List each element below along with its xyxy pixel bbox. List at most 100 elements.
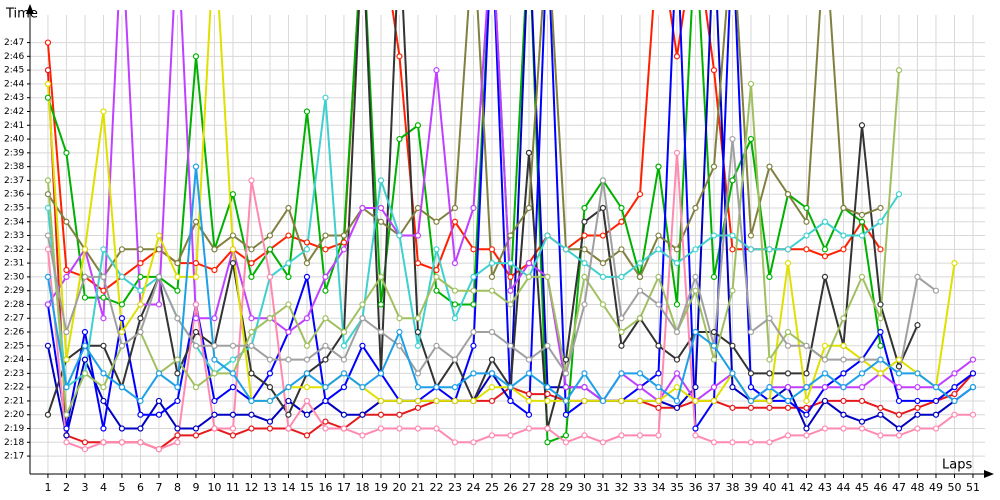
point	[396, 232, 403, 239]
point	[692, 425, 699, 432]
x-tick-label: 42	[799, 481, 813, 494]
point	[562, 370, 570, 377]
point	[285, 356, 292, 363]
point	[581, 432, 588, 439]
point	[248, 315, 255, 322]
point	[895, 432, 903, 439]
point	[100, 246, 107, 253]
point	[581, 301, 588, 308]
y-tick-label: 2:22	[4, 383, 24, 393]
point	[858, 211, 866, 218]
point	[895, 384, 903, 391]
point	[821, 246, 829, 253]
point	[285, 411, 292, 418]
point	[858, 418, 866, 425]
x-tick-label: 7	[155, 481, 162, 494]
y-tick-label: 2:27	[4, 314, 24, 324]
point	[840, 397, 847, 405]
point	[969, 370, 977, 377]
point	[155, 446, 163, 453]
point	[618, 342, 625, 349]
point	[544, 273, 551, 280]
point	[747, 135, 755, 143]
series-line	[46, 10, 956, 402]
x-tick-label: 40	[762, 481, 776, 494]
point	[229, 260, 237, 267]
point	[544, 342, 551, 349]
point	[266, 315, 274, 322]
point	[710, 273, 718, 280]
point	[673, 53, 681, 60]
point	[525, 370, 533, 377]
point	[507, 273, 514, 280]
point	[581, 232, 588, 239]
point	[377, 301, 385, 308]
point	[692, 204, 699, 212]
point	[673, 328, 681, 336]
point	[599, 439, 607, 446]
point	[137, 439, 144, 446]
point	[396, 425, 403, 432]
point	[340, 246, 348, 253]
point	[396, 135, 403, 143]
x-tick-label: 10	[207, 481, 221, 494]
point	[266, 397, 274, 405]
point	[895, 356, 903, 363]
point	[192, 432, 200, 439]
point	[100, 294, 107, 301]
point	[655, 370, 662, 377]
point	[192, 218, 200, 225]
point	[932, 384, 940, 391]
point	[581, 218, 588, 225]
point	[303, 397, 311, 405]
point	[766, 397, 773, 405]
y-tick-label: 2:39	[4, 148, 24, 158]
point	[174, 273, 181, 280]
point	[137, 315, 144, 322]
point	[433, 425, 440, 432]
point	[118, 301, 126, 308]
point	[488, 273, 496, 280]
point	[451, 287, 459, 294]
point	[895, 67, 903, 74]
point	[562, 439, 570, 446]
point	[877, 432, 884, 439]
point	[100, 315, 107, 322]
point	[655, 232, 662, 239]
point	[581, 204, 588, 212]
point	[396, 328, 403, 336]
point	[673, 260, 681, 267]
point	[229, 246, 237, 253]
point	[192, 273, 200, 280]
point	[562, 384, 570, 391]
point	[858, 384, 866, 391]
point	[303, 411, 311, 418]
point	[803, 411, 810, 418]
point	[544, 390, 551, 398]
point	[118, 342, 126, 349]
point	[803, 370, 810, 377]
point	[692, 246, 699, 253]
point	[914, 322, 921, 329]
point	[914, 425, 921, 432]
point	[525, 397, 533, 405]
point	[914, 384, 921, 391]
point	[396, 53, 403, 60]
point	[525, 204, 533, 212]
point	[340, 342, 348, 349]
point	[840, 425, 847, 432]
point	[692, 273, 699, 280]
point	[599, 397, 607, 405]
point	[470, 328, 477, 336]
point	[858, 218, 866, 225]
point	[747, 80, 755, 88]
y-tick-label: 2:34	[4, 217, 24, 227]
point	[44, 342, 52, 349]
point	[377, 397, 385, 405]
point	[618, 370, 625, 377]
point	[877, 356, 884, 363]
x-tick-label: 27	[522, 481, 536, 494]
point	[63, 266, 70, 274]
x-tick-label: 29	[559, 481, 573, 494]
point	[729, 384, 736, 391]
